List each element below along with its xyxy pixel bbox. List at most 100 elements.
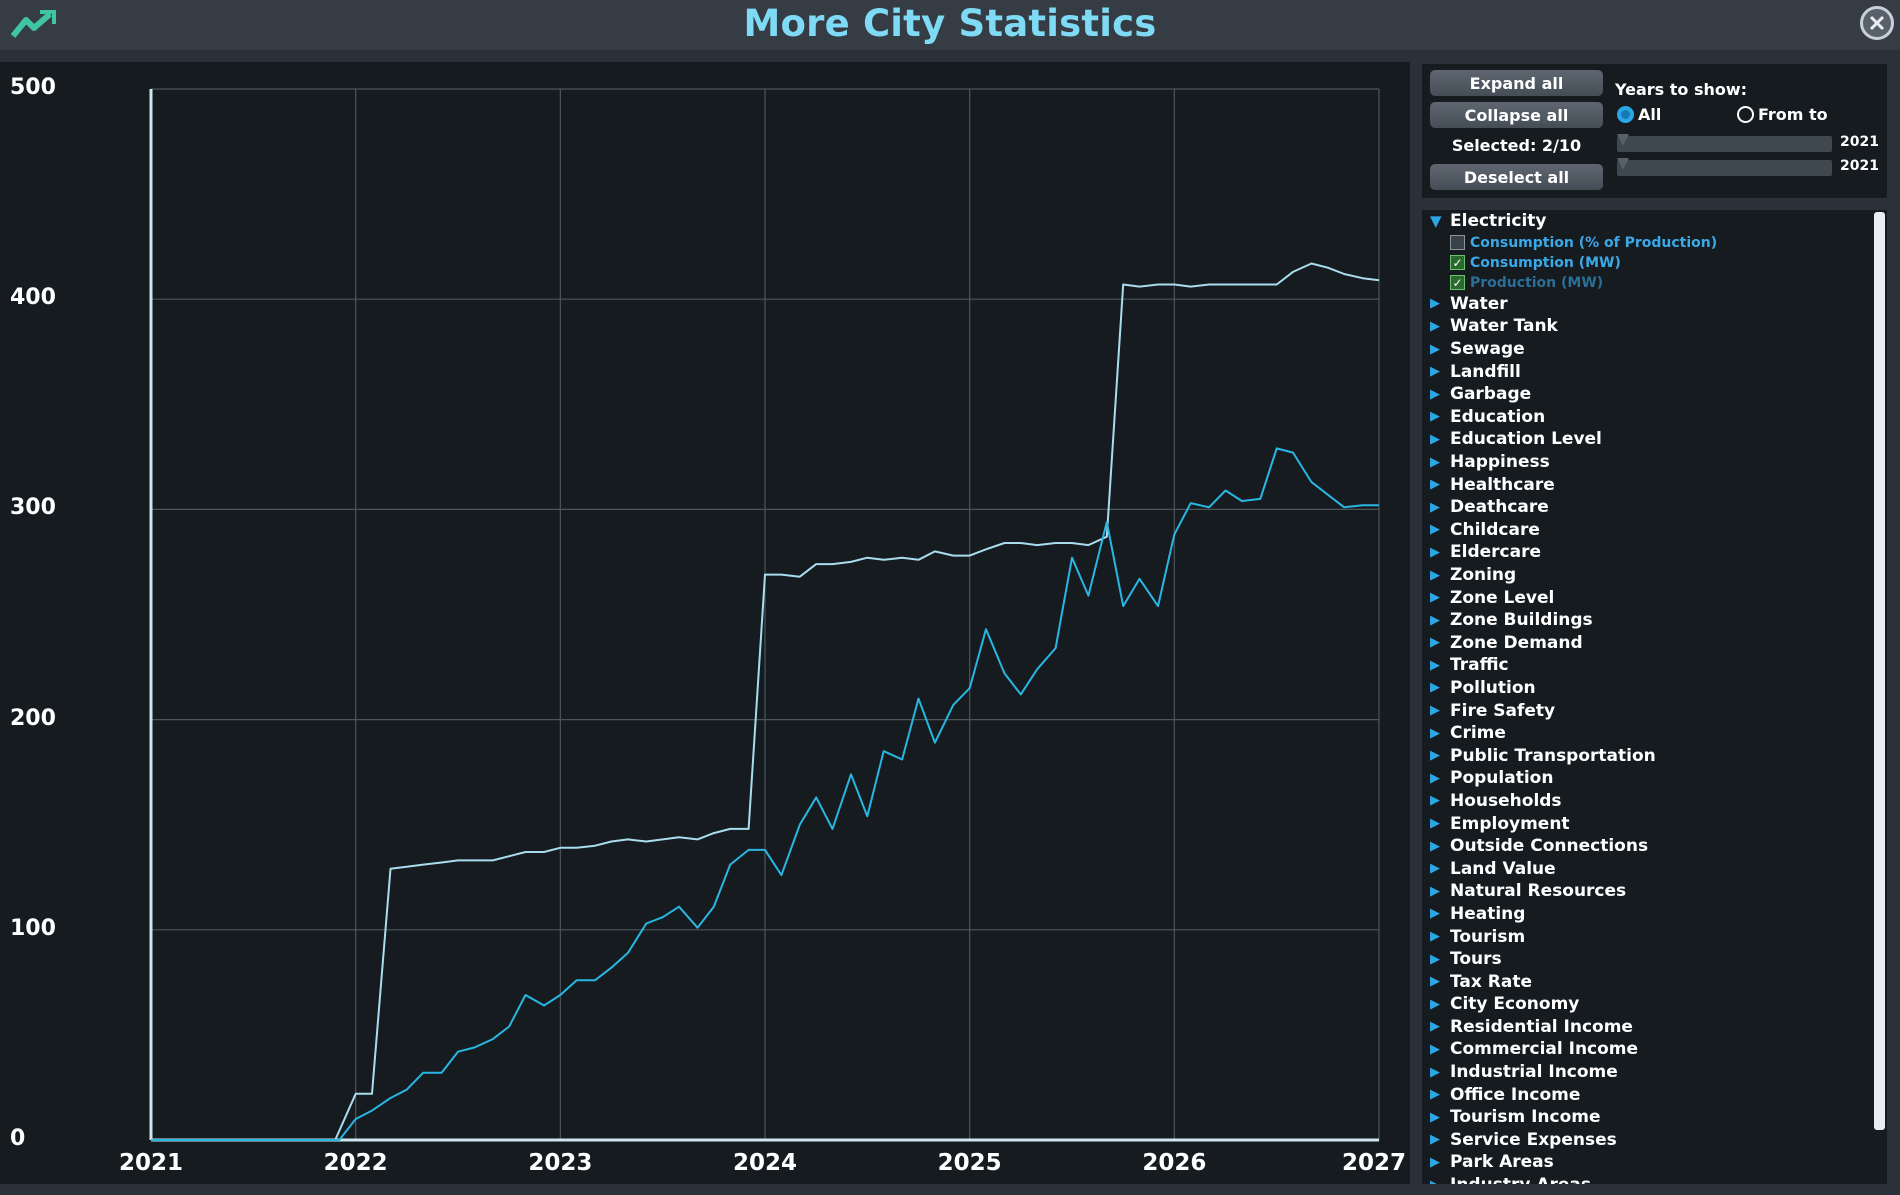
stat-label: Production (MW): [1470, 274, 1604, 291]
category-item[interactable]: ▶ Office Income: [1422, 1083, 1872, 1106]
category-label: Tours: [1450, 949, 1502, 970]
stat-checkbox-item[interactable]: Consumption (MW): [1422, 253, 1872, 273]
checkbox-checked-icon[interactable]: [1450, 255, 1465, 271]
tree-scrollbar[interactable]: [1874, 212, 1885, 1130]
y-tick-label: 400: [10, 285, 56, 311]
category-item[interactable]: ▶ Tourism: [1422, 925, 1872, 948]
expand-all-button[interactable]: Expand all: [1430, 70, 1603, 96]
category-label: Residential Income: [1450, 1016, 1633, 1037]
collapsed-arrow-icon: ▶: [1430, 454, 1440, 470]
category-item[interactable]: ▶ Population: [1422, 767, 1872, 790]
category-item[interactable]: ▶ Residential Income: [1422, 1016, 1872, 1039]
category-item[interactable]: ▶ Water: [1422, 293, 1872, 316]
y-tick-label: 300: [10, 495, 56, 521]
radio-from-to-label: From to: [1758, 105, 1828, 124]
slider-handle[interactable]: [1617, 134, 1629, 146]
category-item[interactable]: ▶ Childcare: [1422, 519, 1872, 542]
category-item[interactable]: ▶ Outside Connections: [1422, 835, 1872, 858]
stat-checkbox-item[interactable]: Production (MW): [1422, 273, 1872, 293]
category-item[interactable]: ▶ Education: [1422, 406, 1872, 429]
statistics-tree-panel: ▼ Electricity Consumption (% of Producti…: [1422, 210, 1887, 1184]
category-item[interactable]: ▶ Zone Buildings: [1422, 609, 1872, 632]
category-label: Sewage: [1450, 339, 1525, 360]
category-item[interactable]: ▶ Natural Resources: [1422, 880, 1872, 903]
category-item[interactable]: ▶ Industrial Income: [1422, 1061, 1872, 1084]
collapsed-arrow-icon: ▶: [1430, 657, 1440, 673]
collapsed-arrow-icon: ▶: [1430, 364, 1440, 380]
collapsed-arrow-icon: ▶: [1430, 1019, 1440, 1035]
category-item[interactable]: ▶ Tourism Income: [1422, 1106, 1872, 1129]
from-year-value: 2021: [1840, 134, 1879, 150]
category-item[interactable]: ▶ Traffic: [1422, 654, 1872, 677]
category-item[interactable]: ▶ Heating: [1422, 903, 1872, 926]
to-year-slider[interactable]: [1617, 158, 1832, 176]
category-label: Tourism: [1450, 926, 1526, 947]
category-item[interactable]: ▶ Park Areas: [1422, 1151, 1872, 1174]
collapse-all-button[interactable]: Collapse all: [1430, 102, 1603, 128]
category-item[interactable]: ▶ Zoning: [1422, 564, 1872, 587]
stat-checkbox-item[interactable]: Consumption (% of Production): [1422, 233, 1872, 253]
category-item[interactable]: ▶ Eldercare: [1422, 541, 1872, 564]
controls-panel: Expand all Collapse all Selected: 2/10 D…: [1422, 64, 1887, 198]
collapsed-arrow-icon: ▶: [1430, 296, 1440, 312]
category-item[interactable]: ▶ Employment: [1422, 812, 1872, 835]
category-label: Service Expenses: [1450, 1129, 1617, 1150]
line-chart: [149, 88, 1380, 1142]
category-item[interactable]: ▶ Tax Rate: [1422, 970, 1872, 993]
stat-label: Consumption (% of Production): [1470, 234, 1718, 251]
category-label: Crime: [1450, 723, 1506, 744]
category-label: Households: [1450, 790, 1562, 811]
collapsed-arrow-icon: ▶: [1430, 1154, 1440, 1170]
checkbox-unchecked-icon[interactable]: [1450, 235, 1465, 251]
category-label: Deathcare: [1450, 497, 1549, 518]
category-item[interactable]: ▶ Water Tank: [1422, 315, 1872, 338]
radio-from-to[interactable]: From to: [1737, 105, 1828, 124]
x-tick-label: 2023: [528, 1150, 593, 1176]
category-item[interactable]: ▶ Pollution: [1422, 677, 1872, 700]
collapsed-arrow-icon: ▶: [1430, 499, 1440, 515]
category-item[interactable]: ▶ Landfill: [1422, 360, 1872, 383]
category-electricity[interactable]: ▼ Electricity: [1422, 210, 1872, 233]
statistics-tree: ▼ Electricity Consumption (% of Producti…: [1422, 210, 1872, 1184]
category-item[interactable]: ▶ Crime: [1422, 722, 1872, 745]
category-item[interactable]: ▶ Commercial Income: [1422, 1038, 1872, 1061]
category-item[interactable]: ▶ Sewage: [1422, 338, 1872, 361]
collapsed-arrow-icon: ▶: [1430, 1041, 1440, 1057]
close-button[interactable]: [1860, 6, 1894, 40]
deselect-all-button[interactable]: Deselect all: [1430, 164, 1603, 190]
slider-handle[interactable]: [1617, 158, 1629, 170]
category-item[interactable]: ▶Industry Areas: [1422, 1174, 1872, 1184]
category-label: Landfill: [1450, 361, 1521, 382]
collapsed-arrow-icon: ▶: [1430, 725, 1440, 741]
y-tick-label: 100: [10, 915, 56, 941]
category-item[interactable]: ▶ Happiness: [1422, 451, 1872, 474]
category-item[interactable]: ▶ Garbage: [1422, 383, 1872, 406]
checkbox-checked-icon[interactable]: [1450, 275, 1465, 291]
category-label: Happiness: [1450, 452, 1550, 473]
category-item[interactable]: ▶ Households: [1422, 790, 1872, 813]
category-item[interactable]: ▶ Zone Level: [1422, 586, 1872, 609]
category-item[interactable]: ▶ City Economy: [1422, 993, 1872, 1016]
category-item[interactable]: ▶ Zone Demand: [1422, 632, 1872, 655]
collapsed-arrow-icon: ▶: [1430, 431, 1440, 447]
radio-all[interactable]: All: [1617, 105, 1661, 124]
category-item[interactable]: ▶ Deathcare: [1422, 496, 1872, 519]
category-label: Electricity: [1450, 211, 1547, 232]
x-tick-label: 2024: [732, 1150, 797, 1176]
category-item[interactable]: ▶ Public Transportation: [1422, 744, 1872, 767]
category-label: Public Transportation: [1450, 745, 1656, 766]
category-item[interactable]: ▶ Service Expenses: [1422, 1129, 1872, 1152]
category-item[interactable]: ▶ Tours: [1422, 948, 1872, 971]
category-item[interactable]: ▶ Land Value: [1422, 857, 1872, 880]
collapsed-arrow-icon: ▶: [1430, 386, 1440, 402]
from-year-slider[interactable]: [1617, 134, 1832, 152]
category-label: Zone Level: [1450, 587, 1555, 608]
category-item[interactable]: ▶ Fire Safety: [1422, 699, 1872, 722]
category-label: Industry Areas: [1450, 1175, 1591, 1184]
category-label: Outside Connections: [1450, 836, 1649, 857]
category-item[interactable]: ▶ Education Level: [1422, 428, 1872, 451]
x-tick-label: 2027: [1341, 1150, 1406, 1176]
category-label: Commercial Income: [1450, 1039, 1639, 1060]
category-item[interactable]: ▶ Healthcare: [1422, 473, 1872, 496]
category-label: Healthcare: [1450, 474, 1555, 495]
